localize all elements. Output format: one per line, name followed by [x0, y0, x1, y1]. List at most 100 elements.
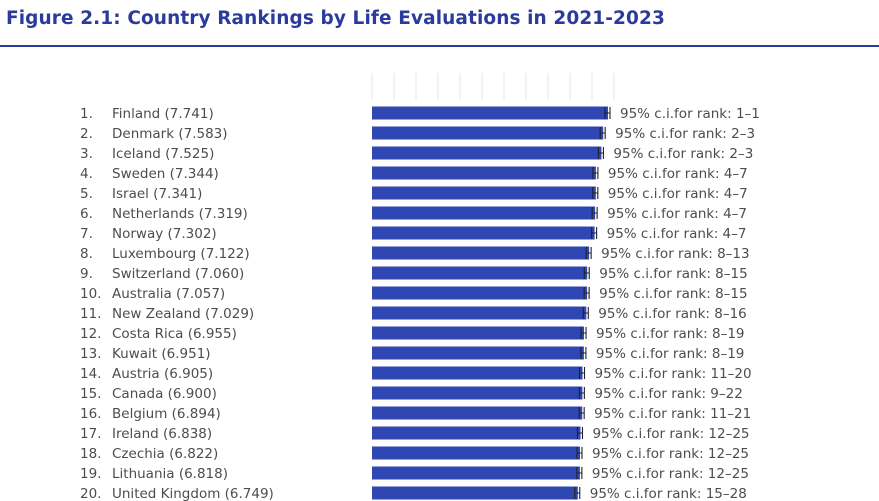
- country-label: Czechia (6.822): [112, 446, 218, 462]
- error-bar: [574, 487, 581, 499]
- chart-row: 19. Lithuania (6.818) 95% c.i.for rank: 12…: [80, 466, 749, 482]
- error-bar: [597, 147, 604, 159]
- country-label: Canada (6.900): [112, 386, 217, 402]
- chart-row: 16. Belgium (6.894) 95% c.i.for rank: 11–2…: [80, 406, 751, 422]
- ci-label: 95% c.i.for rank: 9–22: [594, 386, 742, 402]
- error-bar: [591, 227, 598, 239]
- chart-row: 2. Denmark (7.583) 95% c.i.for rank: 2–3: [80, 126, 755, 142]
- rank-label: 9.: [80, 266, 93, 282]
- chart-row: 7. Norway (7.302) 95% c.i.for rank: 4–7: [80, 226, 746, 242]
- ci-label: 95% c.i.for rank: 2–3: [613, 146, 753, 162]
- country-label: Netherlands (7.319): [112, 206, 248, 222]
- score-bar: [372, 426, 581, 440]
- country-label: Switzerland (7.060): [112, 266, 244, 282]
- chart-row: 13. Kuwait (6.951) 95% c.i.for rank: 8–19: [80, 346, 744, 362]
- ci-label: 95% c.i.for rank: 12–25: [592, 446, 749, 462]
- rank-label: 5.: [80, 186, 93, 202]
- country-label: United Kingdom (6.749): [112, 486, 274, 501]
- rank-label: 3.: [80, 146, 93, 162]
- error-bar: [578, 367, 586, 379]
- country-label: Norway (7.302): [112, 226, 217, 242]
- country-label: Finland (7.741): [112, 106, 214, 122]
- chart-row: 17. Ireland (6.838) 95% c.i.for rank: 12–2…: [80, 426, 750, 442]
- score-bar: [372, 226, 595, 240]
- error-bar: [578, 407, 585, 419]
- country-label: Sweden (7.344): [112, 166, 219, 182]
- chart-row: 8. Luxembourg (7.122) 95% c.i.for rank: 8–…: [80, 246, 750, 262]
- rank-label: 20.: [80, 486, 101, 501]
- rank-label: 16.: [80, 406, 101, 422]
- score-bar: [372, 186, 596, 200]
- error-bar: [580, 327, 587, 339]
- chart-row: 5. Israel (7.341) 95% c.i.for rank: 4–7: [80, 186, 748, 202]
- ci-label: 95% c.i.for rank: 8–15: [599, 286, 747, 302]
- score-bar: [372, 306, 587, 320]
- chart-row: 15. Canada (6.900) 95% c.i.for rank: 9–22: [80, 386, 743, 402]
- score-bar: [372, 126, 604, 140]
- error-bar: [599, 127, 606, 139]
- gridlines: [371, 73, 615, 100]
- chart-row: 9. Switzerland (7.060) 95% c.i.for rank: 8…: [80, 266, 748, 282]
- ci-label: 95% c.i.for rank: 11–20: [595, 366, 752, 382]
- error-bar: [580, 347, 587, 359]
- score-bar: [372, 386, 583, 400]
- rank-label: 17.: [80, 426, 101, 442]
- ci-label: 95% c.i.for rank: 8–19: [596, 326, 744, 342]
- ci-label: 95% c.i.for rank: 1–1: [620, 106, 760, 122]
- chart-row: 20. United Kingdom (6.749) 95% c.i.for ran…: [80, 486, 747, 501]
- chart-row: 1. Finland (7.741) 95% c.i.for rank: 1–1: [80, 106, 760, 122]
- rank-label: 13.: [80, 346, 101, 362]
- country-label: Israel (7.341): [112, 186, 202, 202]
- chart-row: 6. Netherlands (7.319) 95% c.i.for rank: 4…: [80, 206, 747, 222]
- ci-label: 95% c.i.for rank: 12–25: [592, 466, 749, 482]
- score-bar: [372, 206, 596, 220]
- ci-label: 95% c.i.for rank: 4–7: [607, 226, 747, 242]
- score-bar: [372, 466, 580, 480]
- country-label: Austria (6.905): [112, 366, 213, 382]
- rank-label: 15.: [80, 386, 101, 402]
- rank-label: 18.: [80, 446, 101, 462]
- rank-label: 7.: [80, 226, 93, 242]
- ci-label: 95% c.i.for rank: 4–7: [608, 186, 748, 202]
- ci-label: 95% c.i.for rank: 8–19: [596, 346, 744, 362]
- score-bar: [372, 266, 588, 280]
- ci-label: 95% c.i.for rank: 8–15: [599, 266, 747, 282]
- figure-title: Figure 2.1: Country Rankings by Life Eva…: [6, 8, 665, 29]
- error-bar: [591, 207, 598, 219]
- error-bar: [578, 387, 585, 399]
- country-label: Costa Rica (6.955): [112, 326, 237, 342]
- score-bar: [372, 366, 583, 380]
- country-label: Luxembourg (7.122): [112, 246, 250, 262]
- country-label: New Zealand (7.029): [112, 306, 254, 322]
- error-bar: [585, 247, 592, 259]
- error-bar: [583, 287, 590, 299]
- score-bar: [372, 486, 578, 500]
- error-bar: [582, 307, 589, 319]
- rank-label: 12.: [80, 326, 101, 342]
- country-label: Denmark (7.583): [112, 126, 228, 142]
- rank-label: 1.: [80, 106, 93, 122]
- chart-row: 18. Czechia (6.822) 95% c.i.for rank: 12–2…: [80, 446, 749, 462]
- rank-label: 8.: [80, 246, 93, 262]
- error-bar: [576, 467, 583, 479]
- score-bar: [372, 106, 608, 120]
- error-bar: [592, 187, 599, 199]
- chart-row: 12. Costa Rica (6.955) 95% c.i.for rank: 8…: [80, 326, 745, 342]
- score-bar: [372, 246, 590, 260]
- country-label: Iceland (7.525): [112, 146, 214, 162]
- error-bar: [592, 167, 599, 179]
- score-bar: [372, 346, 584, 360]
- country-label: Lithuania (6.818): [112, 466, 228, 482]
- ci-label: 95% c.i.for rank: 2–3: [615, 126, 755, 142]
- error-bar: [604, 107, 611, 119]
- country-label: Ireland (6.838): [112, 426, 212, 442]
- ci-label: 95% c.i.for rank: 11–21: [594, 406, 751, 422]
- chart-row: 11. New Zealand (7.029) 95% c.i.for rank: …: [80, 306, 747, 322]
- country-label: Kuwait (6.951): [112, 346, 211, 362]
- ci-label: 95% c.i.for rank: 15–28: [590, 486, 747, 501]
- rank-label: 2.: [80, 126, 93, 142]
- ci-label: 95% c.i.for rank: 8–13: [601, 246, 749, 262]
- score-bar: [372, 326, 584, 340]
- error-bar: [576, 447, 583, 459]
